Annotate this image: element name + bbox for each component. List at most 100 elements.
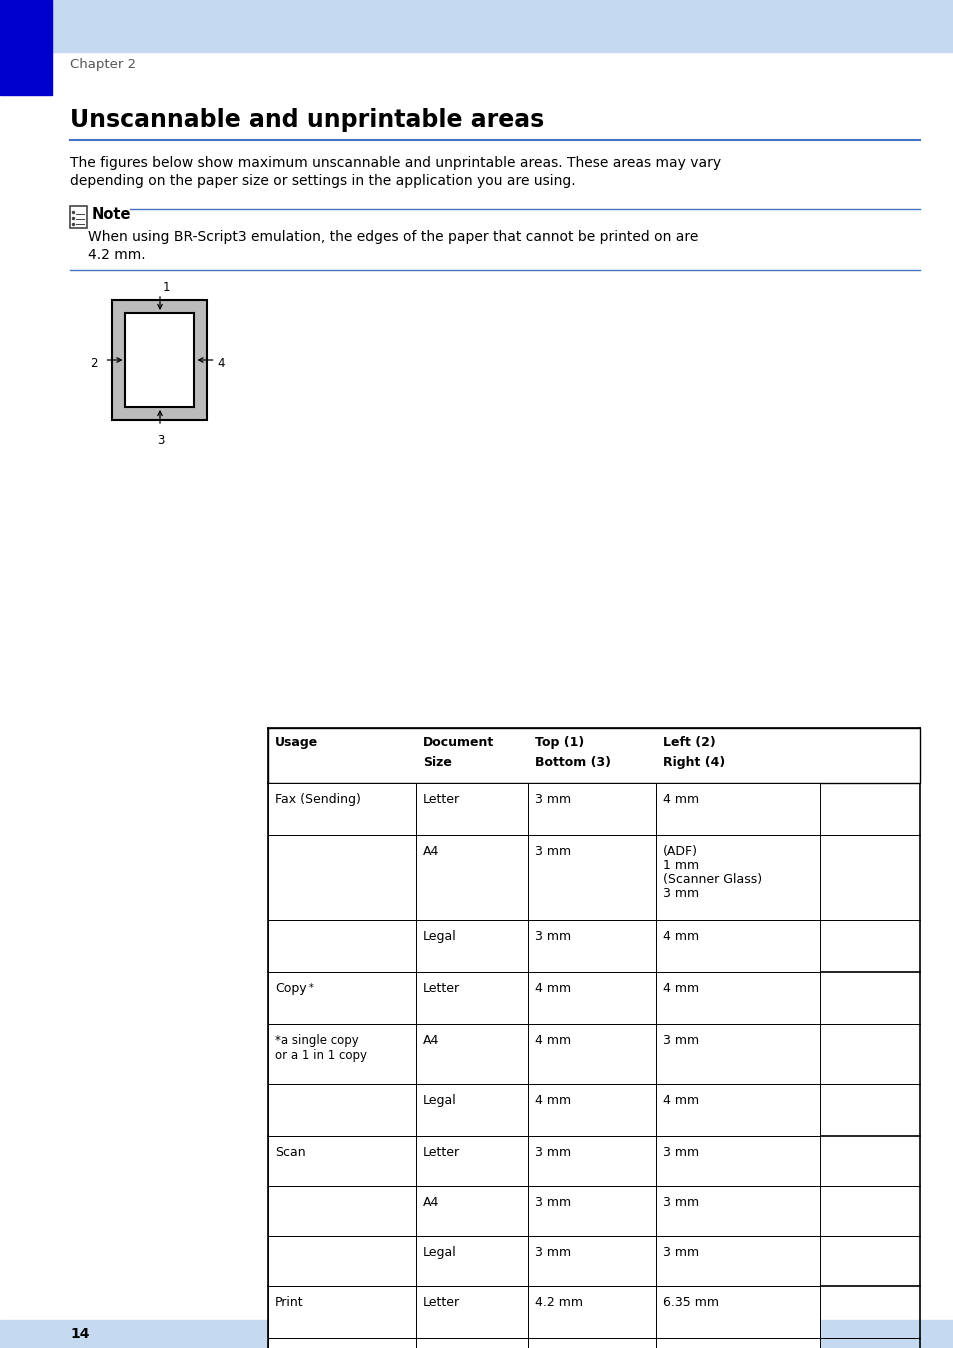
Text: 4 mm: 4 mm (535, 1034, 571, 1047)
Text: 1: 1 (163, 280, 171, 294)
Text: Legal: Legal (422, 930, 456, 944)
Text: 3: 3 (157, 434, 164, 448)
Text: (ADF): (ADF) (662, 845, 698, 857)
Text: 6.35 mm: 6.35 mm (662, 1295, 719, 1309)
Text: The figures below show maximum unscannable and unprintable areas. These areas ma: The figures below show maximum unscannab… (70, 156, 720, 170)
Text: Legal: Legal (422, 1246, 456, 1259)
Bar (527, 1186, 656, 1236)
Bar (527, 1339, 656, 1348)
Text: When using BR-Script3 emulation, the edges of the paper that cannot be printed o: When using BR-Script3 emulation, the edg… (88, 231, 698, 244)
Bar (268, 1236, 416, 1286)
Bar (656, 834, 820, 919)
Bar (268, 1286, 416, 1339)
Bar (527, 919, 656, 972)
Text: *a single copy: *a single copy (274, 1034, 358, 1047)
Text: 3 mm: 3 mm (662, 1196, 699, 1209)
Bar (416, 783, 527, 834)
Text: Legal: Legal (422, 1095, 456, 1107)
Bar (416, 1136, 527, 1186)
Text: 3 mm: 3 mm (535, 845, 571, 857)
Text: 4 mm: 4 mm (535, 1095, 571, 1107)
Bar (656, 783, 820, 834)
Bar (527, 834, 656, 919)
Text: depending on the paper size or settings in the application you are using.: depending on the paper size or settings … (70, 174, 575, 187)
Bar (527, 783, 656, 834)
Text: Size: Size (422, 756, 452, 768)
Text: A4: A4 (422, 845, 439, 857)
Text: 1 mm: 1 mm (662, 859, 699, 872)
Bar (656, 1084, 820, 1136)
Bar (268, 728, 919, 783)
Bar (656, 1339, 820, 1348)
Text: 4 mm: 4 mm (662, 930, 699, 944)
Text: 3 mm: 3 mm (535, 930, 571, 944)
Text: 4.2 mm: 4.2 mm (535, 1295, 582, 1309)
Bar (656, 972, 820, 1024)
Bar (268, 783, 416, 834)
FancyBboxPatch shape (70, 206, 87, 228)
Bar (0, 0, 52, 94)
Text: Fax (Sending): Fax (Sending) (274, 793, 360, 806)
Bar (416, 834, 527, 919)
Text: 3 mm: 3 mm (662, 1246, 699, 1259)
Bar (268, 1186, 416, 1236)
Text: 4: 4 (217, 357, 225, 369)
Bar (0, 1320, 953, 1348)
Bar (527, 1136, 656, 1186)
Bar (656, 919, 820, 972)
Text: Letter: Letter (422, 981, 459, 995)
Bar (416, 919, 527, 972)
Text: Copy: Copy (274, 981, 306, 995)
Text: 3 mm: 3 mm (535, 1146, 571, 1159)
Text: 4 mm: 4 mm (662, 981, 699, 995)
Text: Chapter 2: Chapter 2 (70, 58, 136, 71)
Text: 14: 14 (70, 1326, 90, 1341)
Bar (416, 1236, 527, 1286)
Text: Note: Note (91, 208, 132, 222)
Text: A4: A4 (422, 1034, 439, 1047)
Text: Document: Document (422, 736, 494, 749)
Text: 3 mm: 3 mm (662, 1146, 699, 1159)
Text: (Scanner Glass): (Scanner Glass) (662, 874, 761, 886)
Bar (126, 313, 194, 407)
Text: 4 mm: 4 mm (662, 793, 699, 806)
Text: 3 mm: 3 mm (662, 1034, 699, 1047)
Text: Bottom (3): Bottom (3) (535, 756, 610, 768)
Bar (656, 1136, 820, 1186)
Text: 4.2 mm.: 4.2 mm. (88, 248, 146, 262)
Text: A4: A4 (422, 1196, 439, 1209)
Bar (656, 1286, 820, 1339)
Bar (527, 1084, 656, 1136)
Text: Usage: Usage (274, 736, 318, 749)
Bar (268, 972, 416, 1024)
Bar (527, 1286, 656, 1339)
Bar (527, 972, 656, 1024)
Text: 4 mm: 4 mm (662, 1095, 699, 1107)
Text: 3 mm: 3 mm (535, 1246, 571, 1259)
Bar (656, 1186, 820, 1236)
Text: Scan: Scan (274, 1146, 305, 1159)
Text: 3 mm: 3 mm (662, 887, 699, 900)
Text: Unscannable and unprintable areas: Unscannable and unprintable areas (70, 108, 543, 132)
Text: 2: 2 (91, 357, 98, 369)
Bar (268, 1339, 416, 1348)
Text: Letter: Letter (422, 1146, 459, 1159)
Bar (0, 0, 953, 53)
Text: Left (2): Left (2) (662, 736, 715, 749)
Text: Right (4): Right (4) (662, 756, 724, 768)
Bar (112, 301, 208, 421)
Bar (416, 1286, 527, 1339)
Text: Letter: Letter (422, 793, 459, 806)
Bar (656, 1024, 820, 1084)
Bar (268, 1136, 416, 1186)
Bar (416, 1084, 527, 1136)
Bar (268, 919, 416, 972)
Bar (268, 1084, 416, 1136)
Text: *: * (309, 983, 314, 993)
Text: or a 1 in 1 copy: or a 1 in 1 copy (274, 1049, 367, 1062)
Bar (416, 1024, 527, 1084)
Bar (268, 834, 416, 919)
Text: 3 mm: 3 mm (535, 1196, 571, 1209)
Text: 3 mm: 3 mm (535, 793, 571, 806)
Bar (656, 1236, 820, 1286)
